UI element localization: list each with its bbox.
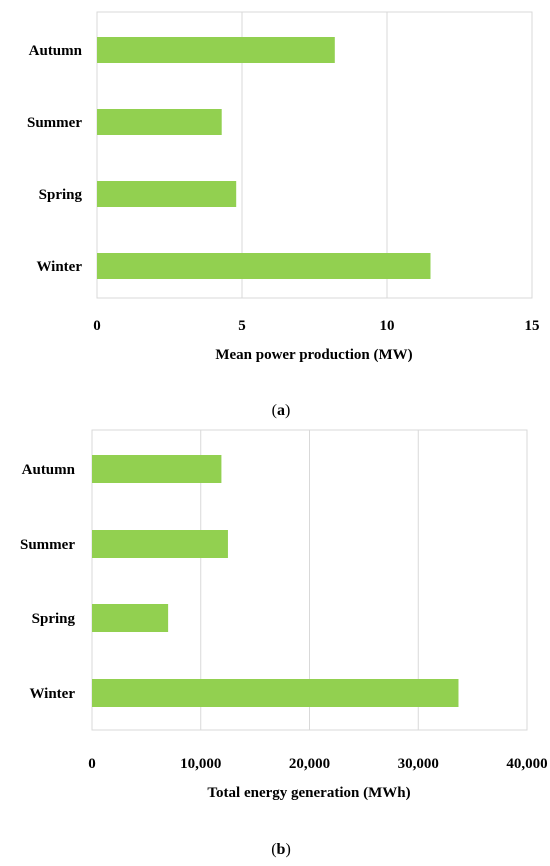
caption-b-letter: b	[277, 841, 286, 858]
chart-b-x-axis-label: Total energy generation (MWh)	[207, 785, 410, 801]
chart-a-tick-labels: 0 5 10 15	[93, 318, 539, 334]
chart-b-x-tick-label: 20,000	[289, 756, 330, 772]
chart-b-category-label: Spring	[32, 611, 76, 627]
chart-a-bar-autumn	[97, 37, 335, 63]
chart-b-bar-spring	[92, 604, 169, 632]
caption-a-letter: a	[277, 402, 285, 419]
chart-a-x-tick-label: 0	[93, 318, 101, 334]
chart-b-category-labels: Autumn Summer Spring Winter	[20, 462, 76, 702]
chart-b-bar-winter	[92, 679, 459, 707]
chart-a-category-label: Autumn	[29, 43, 83, 59]
chart-a-bars	[97, 37, 431, 279]
chart-b-x-tick-label: 0	[88, 756, 96, 772]
chart-b-x-tick-label: 40,000	[506, 756, 547, 772]
caption-b-open: (	[271, 841, 276, 858]
chart-b-x-tick-label: 30,000	[398, 756, 439, 772]
chart-b-x-tick-label: 10,000	[180, 756, 221, 772]
chart-a-category-labels: Autumn Summer Spring Winter	[27, 43, 83, 275]
chart-a-x-tick-label: 10	[380, 318, 395, 334]
chart-a-category-label: Winter	[36, 259, 82, 275]
caption-b-close: )	[285, 841, 290, 858]
caption-a-close: )	[285, 402, 290, 419]
chart-b-tick-labels: 0 10,000 20,000 30,000 40,000	[88, 756, 547, 772]
chart-a-bar-summer	[97, 109, 222, 135]
chart-panel-a: Autumn Summer Spring Winter 0 5 10 15 Mean pow…	[27, 11, 540, 419]
chart-a-x-axis-label: Mean power production (MW)	[215, 347, 412, 363]
chart-panel-b: Autumn Summer Spring Winter 0 10,000 20,000 30…	[20, 429, 548, 858]
chart-b-category-label: Summer	[20, 537, 75, 553]
chart-b-category-label: Autumn	[22, 462, 76, 478]
chart-a-category-label: Spring	[39, 187, 83, 203]
chart-a-bar-spring	[97, 181, 237, 207]
chart-a-x-tick-label: 15	[525, 318, 540, 334]
chart-b-bars	[92, 455, 459, 707]
caption-a-open: (	[272, 402, 277, 419]
chart-a-x-tick-label: 5	[238, 318, 246, 334]
chart-b-category-label: Winter	[29, 686, 75, 702]
chart-a-category-label: Summer	[27, 115, 82, 131]
caption-a: (a)	[272, 402, 291, 419]
chart-b-bar-autumn	[92, 455, 222, 483]
chart-b-bar-summer	[92, 530, 228, 558]
caption-b: (b)	[271, 841, 291, 858]
chart-a-bar-winter	[97, 253, 431, 279]
